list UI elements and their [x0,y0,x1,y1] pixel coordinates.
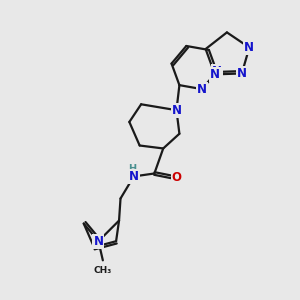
Text: O: O [172,171,182,184]
Text: CH₃: CH₃ [94,266,112,274]
Text: N: N [197,82,207,96]
Text: N: N [210,68,220,81]
Text: H: H [128,164,136,174]
Text: N: N [212,65,222,78]
Text: N: N [237,67,247,80]
Text: N: N [244,41,254,54]
Text: N: N [129,170,139,183]
Text: N: N [172,104,182,117]
Text: N: N [93,235,103,248]
